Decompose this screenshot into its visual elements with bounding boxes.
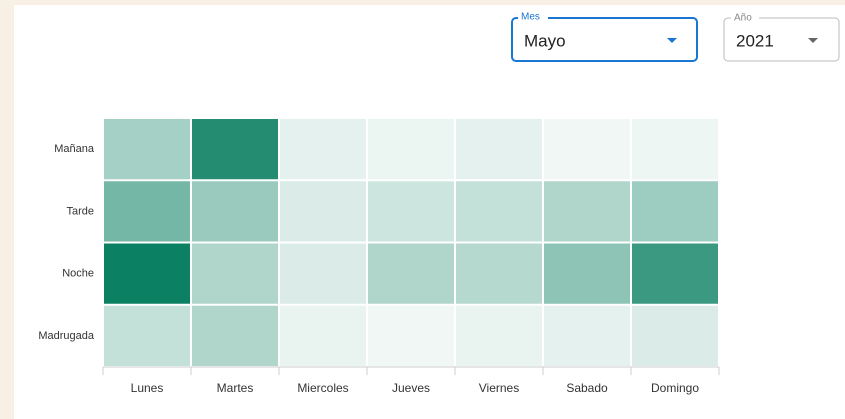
month-label: Mes bbox=[521, 12, 540, 23]
y-tick-label: Noche bbox=[62, 268, 94, 280]
heat-cell bbox=[104, 305, 190, 366]
heat-cell bbox=[632, 119, 718, 180]
x-tick-label: Lunes bbox=[131, 381, 164, 395]
x-tick-label: Viernes bbox=[479, 381, 519, 395]
heat-cell bbox=[368, 119, 454, 180]
heat-cell bbox=[368, 305, 454, 366]
heat-cell bbox=[280, 243, 366, 304]
label-gap bbox=[731, 12, 759, 22]
month-box[interactable] bbox=[511, 17, 698, 62]
heat-cell bbox=[632, 181, 718, 242]
heat-cell bbox=[104, 181, 190, 242]
heat-cell bbox=[192, 119, 278, 180]
heat-cell bbox=[456, 243, 542, 304]
year-value: 2021 bbox=[736, 31, 774, 50]
month-value: Mayo bbox=[524, 31, 566, 50]
heat-cell bbox=[456, 305, 542, 366]
heat-cell bbox=[192, 305, 278, 366]
heat-cell bbox=[192, 181, 278, 242]
y-tick-label: Madrugada bbox=[38, 330, 95, 342]
heat-cell bbox=[544, 119, 630, 180]
year-arrow bbox=[808, 38, 818, 43]
heat-cell bbox=[368, 181, 454, 242]
heat-cell bbox=[544, 305, 630, 366]
year-label: Año bbox=[734, 13, 752, 24]
year-select[interactable]: Año 2021 bbox=[723, 12, 840, 62]
x-tick-label: Sabado bbox=[566, 381, 608, 395]
x-tick-label: Miercoles bbox=[297, 381, 348, 395]
heat-cell bbox=[456, 181, 542, 242]
heat-cell bbox=[192, 243, 278, 304]
heat-cell bbox=[544, 181, 630, 242]
month-arrow bbox=[667, 38, 677, 43]
year-box[interactable] bbox=[723, 17, 840, 62]
x-tick-label: Martes bbox=[217, 381, 254, 395]
heat-cell bbox=[544, 243, 630, 304]
heat-cell bbox=[280, 305, 366, 366]
heat-cell bbox=[632, 305, 718, 366]
heat-cell bbox=[280, 181, 366, 242]
heat-cell bbox=[632, 243, 718, 304]
x-tick-label: Domingo bbox=[651, 381, 699, 395]
x-tick-label: Jueves bbox=[392, 381, 430, 395]
y-tick-label: Tarde bbox=[66, 205, 94, 217]
label-gap bbox=[518, 12, 548, 22]
month-select[interactable]: Mes Mayo bbox=[511, 12, 698, 62]
heat-cell bbox=[280, 119, 366, 180]
heat-cell bbox=[104, 119, 190, 180]
heat-cell bbox=[368, 243, 454, 304]
heat-cell bbox=[456, 119, 542, 180]
heat-cell bbox=[104, 243, 190, 304]
y-tick-label: Mañana bbox=[54, 143, 95, 155]
